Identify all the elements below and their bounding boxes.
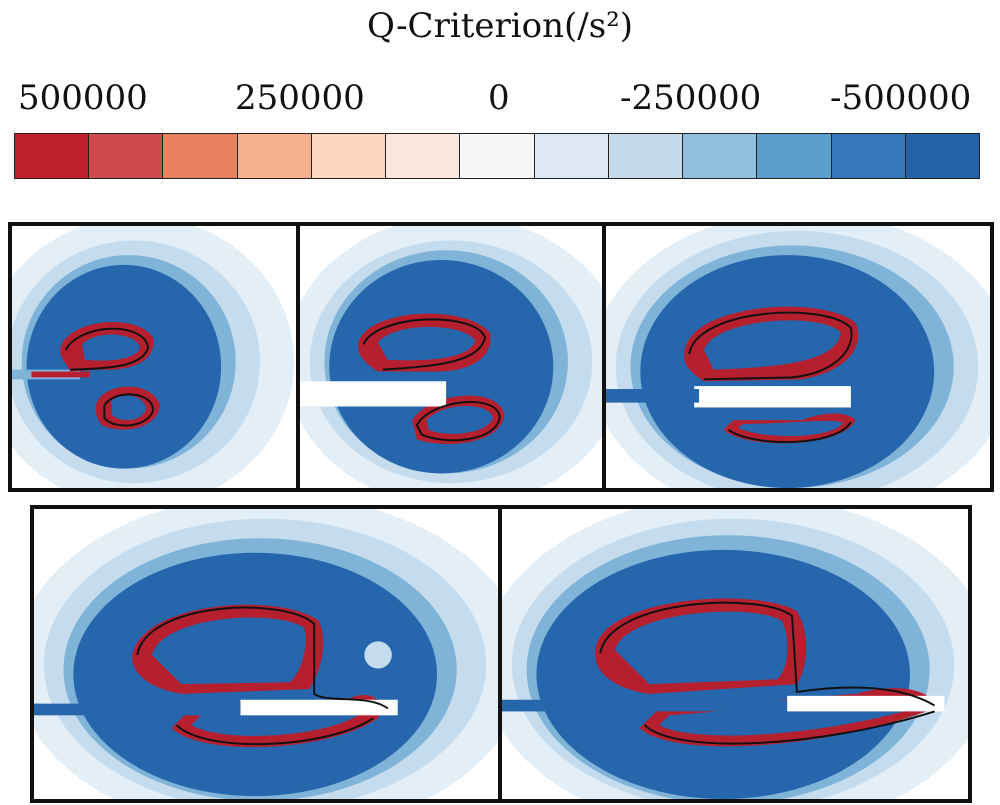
negative-q-region [377,326,476,361]
tick-label: 500000 [18,78,148,118]
colorbar-segment [163,134,238,178]
negative-q-region [606,389,700,403]
vortex-contour-line [64,327,150,371]
colorbar-segment [831,134,906,178]
negative-q-region [703,320,842,370]
colorbar-segment [460,134,535,178]
colorbar-title: Q-Criterion(/s²) [366,6,634,46]
colorbar-segment [386,134,461,178]
colorbar-segment [15,134,90,178]
flow-panel-2 [296,222,606,492]
solid-body [694,386,851,408]
solid-body [240,699,398,716]
colorbar-segment [757,134,832,178]
colorbar [14,133,980,179]
colorbar-segment [237,134,312,178]
negative-q-region [364,641,392,669]
solid-body [358,386,445,402]
colorbar-tick-labels: 500000 250000 0 -250000 -500000 [0,78,1000,122]
negative-q-region [426,405,493,434]
positive-q-region [31,371,90,378]
vortex-contour-line [415,401,501,442]
tick-label: -500000 [830,78,972,118]
colorbar-segment [905,134,980,178]
solid-body [787,695,945,712]
colorbar-segment [534,134,609,178]
vortex-contour-line [727,421,852,443]
vortex-contour-line [688,311,853,381]
negative-q-region [151,617,306,685]
vortex-contour-line [175,717,374,746]
vortex-contour-line [599,601,936,707]
flow-panel-3 [602,222,994,492]
negative-q-region [111,395,147,421]
negative-q-region [615,611,788,685]
vortex-contour-line [643,710,935,745]
flow-panel-1 [8,222,300,492]
colorbar-segment [311,134,387,178]
tick-label: 250000 [235,78,365,118]
tick-label: 0 [488,78,510,118]
vortex-contour-line [362,318,487,371]
negative-q-region [34,703,241,716]
tick-label: -250000 [620,78,762,118]
colorbar-segment [89,134,164,178]
flow-panel-4 [30,505,502,803]
flow-panel-5 [498,505,972,803]
negative-q-region [502,699,788,712]
negative-q-region [82,334,141,361]
negative-q-region [738,420,844,437]
colorbar-segment [608,134,684,178]
negative-q-region [191,711,359,736]
colorbar-segment [683,134,758,178]
vortex-contour-line [136,606,389,710]
vortex-contour-line [103,393,155,427]
